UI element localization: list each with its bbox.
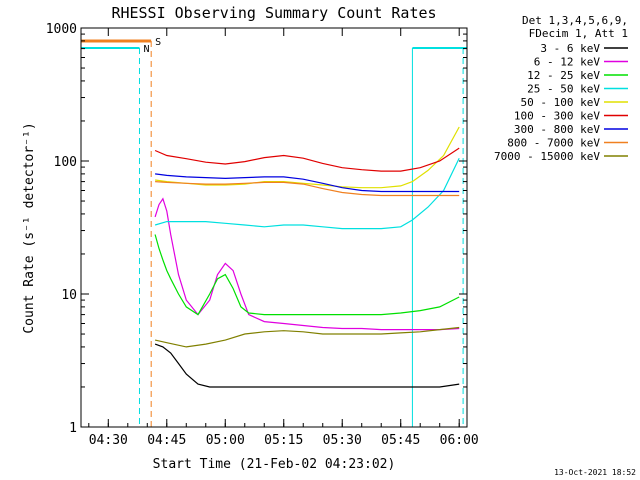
legend-label-4: 25 - 50 keV <box>527 83 600 96</box>
y-tick-label-3: 100 <box>54 155 77 170</box>
series-line-5 <box>155 126 460 189</box>
legend-header-line-1: Det 1,3,4,5,6,9, <box>522 14 628 27</box>
legend-label-2: 6 - 12 keV <box>534 56 601 69</box>
plot-frame <box>80 27 468 428</box>
x-tick-label-7: 06:00 <box>440 433 479 448</box>
y-axis-label: Count Rate (s⁻¹ detector⁻¹) <box>22 122 37 333</box>
y-tick-label-2: 10 <box>61 288 77 303</box>
legend-label-3: 12 - 25 keV <box>527 69 600 82</box>
footer-timestamp: 13-Oct-2021 18:52 <box>554 468 636 477</box>
y-tick-label-4: 1000 <box>46 22 77 37</box>
x-tick-label-6: 05:45 <box>381 433 420 448</box>
series-line-4 <box>154 157 460 230</box>
x-tick-label-4: 05:15 <box>264 433 303 448</box>
x-tick-label-5: 05:30 <box>323 433 362 448</box>
series-line-7 <box>155 173 460 193</box>
x-tick-label-3: 05:00 <box>206 433 245 448</box>
legend-label-1: 3 - 6 keV <box>540 42 600 55</box>
legend-label-5: 50 - 100 keV <box>521 96 601 109</box>
legend-header-line-2: FDecim 1, Att 1 <box>529 27 628 40</box>
x-tick-label-1: 04:30 <box>89 433 128 448</box>
y-tick-label-1: 1 <box>69 421 77 436</box>
series-group <box>154 126 460 388</box>
flag-lines: SN <box>81 37 467 427</box>
saa-flag-label: S <box>155 37 161 48</box>
series-line-3 <box>154 234 460 316</box>
series-line-9 <box>154 326 460 348</box>
series-line-6 <box>154 147 460 172</box>
legend-label-9: 7000 - 15000 keV <box>494 150 600 163</box>
x-tick-label-2: 04:45 <box>147 433 186 448</box>
legend-label-7: 300 - 800 keV <box>514 123 600 136</box>
series-line-8 <box>155 181 460 197</box>
legend-label-6: 100 - 300 keV <box>514 110 600 123</box>
axes: 04:30 04:45 05:00 05:15 05:30 05:45 06:00 1 10 10… <box>46 22 479 448</box>
chart-title: RHESSI Observing Summary Count Rates <box>111 4 436 22</box>
legend-label-8: 800 - 7000 keV <box>507 137 600 150</box>
series-line-1 <box>154 343 460 388</box>
x-axis-label: Start Time (21-Feb-02 04:23:02) <box>153 457 396 472</box>
series-line-2 <box>154 197 460 331</box>
night-flag-label: N <box>143 44 149 55</box>
